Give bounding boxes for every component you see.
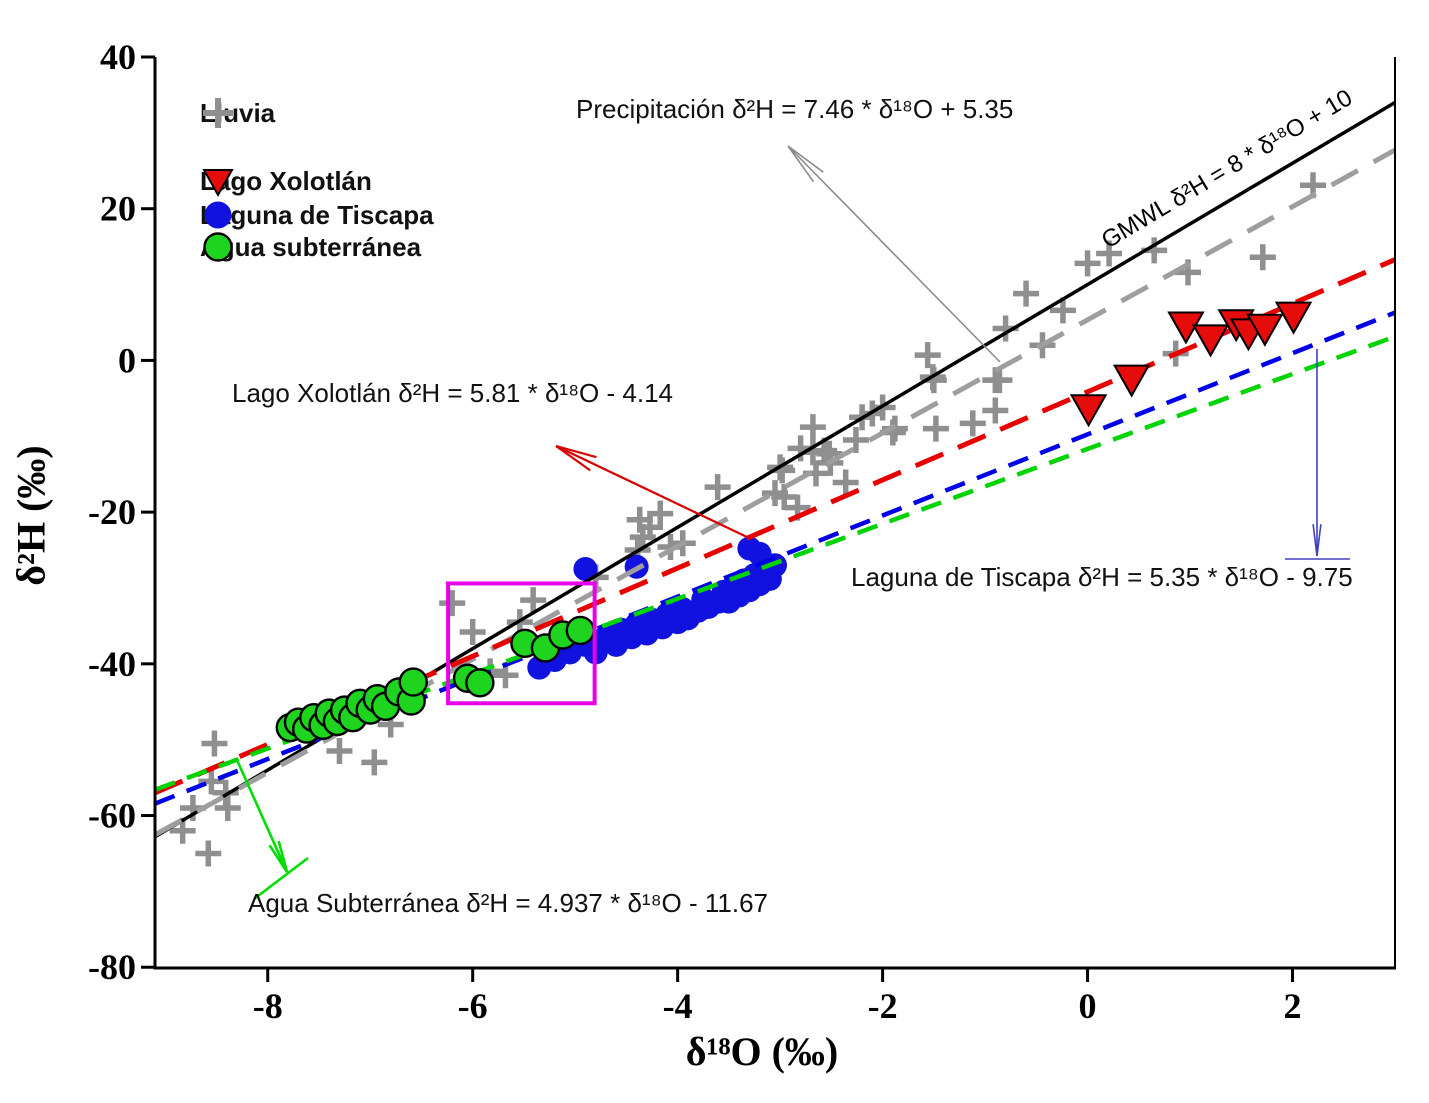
- subterranea-arrow: [235, 759, 309, 901]
- data-point: [1246, 313, 1284, 347]
- annotation-precipitacion-equation: Precipitación δ²H = 7.46 * δ¹⁸O + 5.35: [576, 94, 1014, 124]
- data-point: [704, 474, 731, 501]
- data-point: [326, 738, 353, 765]
- x-tick-label: -8: [253, 986, 283, 1026]
- series-lago-xolotlán: [1069, 301, 1313, 428]
- x-tick-label: 2: [1284, 986, 1302, 1026]
- trend-line-precipitación: [155, 147, 1395, 837]
- series-lluvia: [169, 172, 1327, 867]
- triangle-down-marker-icon: [202, 169, 234, 198]
- data-point: [439, 590, 466, 617]
- y-tick-label: 0: [118, 340, 136, 380]
- data-point: [520, 587, 547, 614]
- y-tick-label: 20: [100, 189, 136, 229]
- y-tick-label: 40: [100, 37, 136, 77]
- legend-item-lluvia: Lluvia: [200, 95, 275, 131]
- data-point: [1049, 297, 1076, 324]
- data-point: [573, 557, 598, 582]
- data-point: [201, 730, 228, 757]
- y-tick-label: -80: [88, 947, 136, 987]
- data-point: [214, 794, 241, 821]
- plus-marker-icon: [203, 98, 233, 128]
- legend-item-lago-xolotlan: Lago Xolotlán: [200, 163, 372, 199]
- data-point: [842, 427, 869, 454]
- xolotlan-arrow: [555, 444, 748, 538]
- data-point: [1013, 280, 1040, 307]
- legend-label-laguna-de-tiscapa: Laguna de Tiscapa: [200, 199, 434, 230]
- legend-label-agua-subterranea: Agua subterránea: [200, 231, 422, 262]
- data-point: [986, 367, 1013, 394]
- series-laguna-de-tiscapa: [527, 536, 787, 680]
- data-point: [922, 415, 949, 442]
- data-point: [1274, 301, 1313, 335]
- legend-item-laguna-de-tiscapa: Laguna de Tiscapa: [200, 197, 434, 233]
- y-tick-label: -60: [88, 796, 136, 836]
- y-tick-label: -20: [88, 492, 136, 532]
- data-point: [959, 410, 986, 437]
- legend-item-agua-subterranea: Agua subterránea: [200, 229, 421, 265]
- data-point: [459, 618, 486, 645]
- data-point: [982, 397, 1009, 424]
- data-point: [1069, 394, 1108, 428]
- data-point: [832, 469, 859, 496]
- data-point: [1249, 244, 1276, 271]
- data-point: [799, 414, 826, 441]
- data-point: [398, 667, 428, 697]
- data-point: [465, 668, 495, 698]
- blue-circle-marker-icon: [204, 201, 232, 229]
- green-circle-marker-icon: [203, 232, 233, 262]
- data-point: [636, 514, 663, 541]
- x-tick-label: 0: [1079, 986, 1097, 1026]
- annotation-agua-subterranea-equation: Agua Subterránea δ²H = 4.937 * δ¹⁸O - 11…: [248, 888, 768, 918]
- data-point: [771, 483, 798, 510]
- y-axis-title: δ²H (‰): [8, 445, 54, 586]
- annotation-laguna-de-tiscapa-equation: Laguna de Tiscapa δ²H = 5.35 * δ¹⁸O - 9.…: [851, 562, 1353, 592]
- x-tick-label: -6: [458, 986, 488, 1026]
- data-point: [1096, 240, 1123, 267]
- data-point: [361, 749, 388, 776]
- data-point: [195, 840, 222, 867]
- series-agua-subterránea: [275, 615, 595, 744]
- tiscapa-arrow: [1285, 349, 1350, 560]
- data-point: [914, 342, 941, 369]
- highlight-box: [446, 581, 597, 706]
- data-point: [1112, 364, 1151, 398]
- data-point: [565, 615, 595, 646]
- data-point: [737, 536, 762, 561]
- trend-line-lago-xolotlán: [155, 257, 1395, 796]
- data-point: [1074, 250, 1101, 277]
- y-tick-label: -40: [88, 644, 136, 684]
- data-point: [1191, 324, 1230, 358]
- precipitacion-arrow: [787, 145, 1001, 363]
- x-tick-label: -2: [868, 986, 898, 1026]
- data-point: [647, 500, 674, 527]
- data-point: [198, 768, 225, 795]
- annotation-lago-xolotlan-equation: Lago Xolotlán δ²H = 5.81 * δ¹⁸O - 4.14: [232, 378, 673, 408]
- x-tick-label: -4: [663, 986, 693, 1026]
- x-axis-title: δ¹⁸O (‰): [685, 1029, 839, 1074]
